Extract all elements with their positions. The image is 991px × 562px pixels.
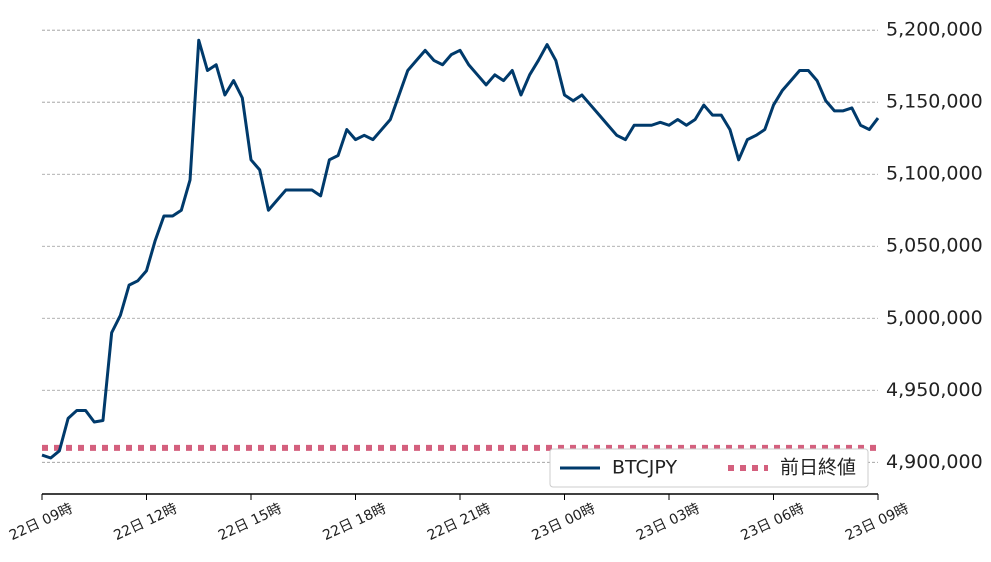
y-tick-label: 5,000,000 [886,307,983,329]
x-tick-label: 22日 18時 [320,501,388,544]
x-tick-label: 23日 03時 [634,501,702,544]
x-tick-label: 22日 21時 [425,501,493,544]
y-tick-label: 4,900,000 [886,451,983,473]
legend-label: 前日終値 [780,457,856,479]
y-tick-label: 4,950,000 [886,379,983,401]
x-tick-label: 22日 15時 [216,501,284,544]
x-tick-label: 22日 09時 [7,501,75,544]
x-tick-label: 23日 06時 [738,501,806,544]
y-tick-label: 5,150,000 [886,91,983,113]
legend-label: BTCJPY [612,457,677,479]
x-tick-label: 22日 12時 [111,501,179,544]
y-tick-label: 5,050,000 [886,235,983,257]
legend: BTCJPY 前日終値 [549,448,869,488]
y-tick-label: 5,100,000 [886,163,983,185]
price-line [41,38,880,460]
x-tick-label: 23日 09時 [843,501,911,544]
legend-box [549,448,869,488]
x-tick-label: 23日 00時 [529,501,597,544]
y-tick-label: 5,200,000 [886,19,983,41]
